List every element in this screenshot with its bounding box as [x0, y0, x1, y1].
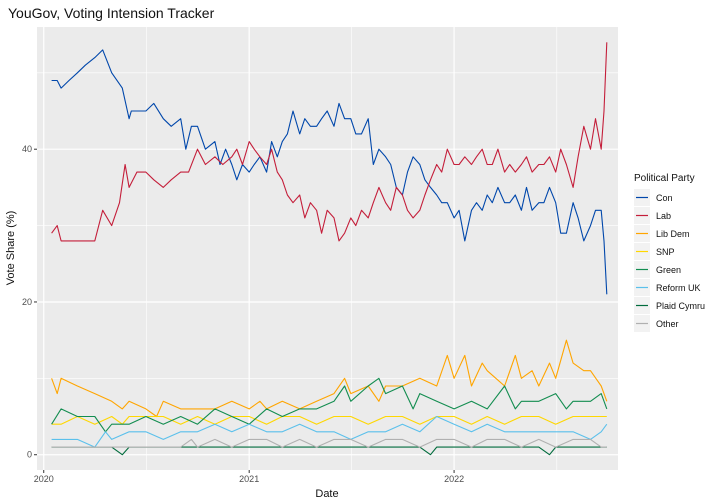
- y-tick-label: 40: [22, 144, 32, 154]
- series-line-con: [51, 49, 608, 295]
- x-tick-label: 2021: [239, 474, 259, 484]
- chart-title: YouGov, Voting Intension Tracker: [8, 5, 215, 21]
- series-line-lab: [51, 42, 608, 242]
- series-lines: [51, 42, 608, 456]
- legend-label-con: Con: [656, 193, 673, 203]
- legend-label-lab: Lab: [656, 211, 671, 221]
- legend-title: Political Party: [634, 173, 695, 184]
- y-axis-label: Vote Share (%): [5, 211, 17, 286]
- series-line-snp: [51, 415, 607, 425]
- series-line-reform-uk: [51, 415, 608, 448]
- legend-label-reform-uk: Reform UK: [656, 283, 701, 293]
- axis-ticks: 0 20 40 2020 2021 2022: [22, 144, 464, 484]
- y-tick-label: 20: [22, 297, 32, 307]
- series-line-other: [51, 438, 607, 448]
- series-line-green: [51, 377, 608, 433]
- y-tick-label: 0: [27, 450, 32, 460]
- legend-label-snp: SNP: [656, 247, 675, 257]
- legend-label-plaid-cymru: Plaid Cymru: [656, 301, 705, 311]
- x-axis-label: Date: [315, 488, 338, 500]
- grid-lines: [37, 27, 618, 470]
- legend-label-green: Green: [656, 265, 681, 275]
- legend-label-other: Other: [656, 319, 679, 329]
- x-tick-label: 2022: [444, 474, 464, 484]
- legend-label-lib-dem: Lib Dem: [656, 229, 690, 239]
- x-tick-label: 2020: [34, 474, 54, 484]
- legend: Political Party Con Lab Lib Dem SNP Green Ref…: [634, 173, 705, 332]
